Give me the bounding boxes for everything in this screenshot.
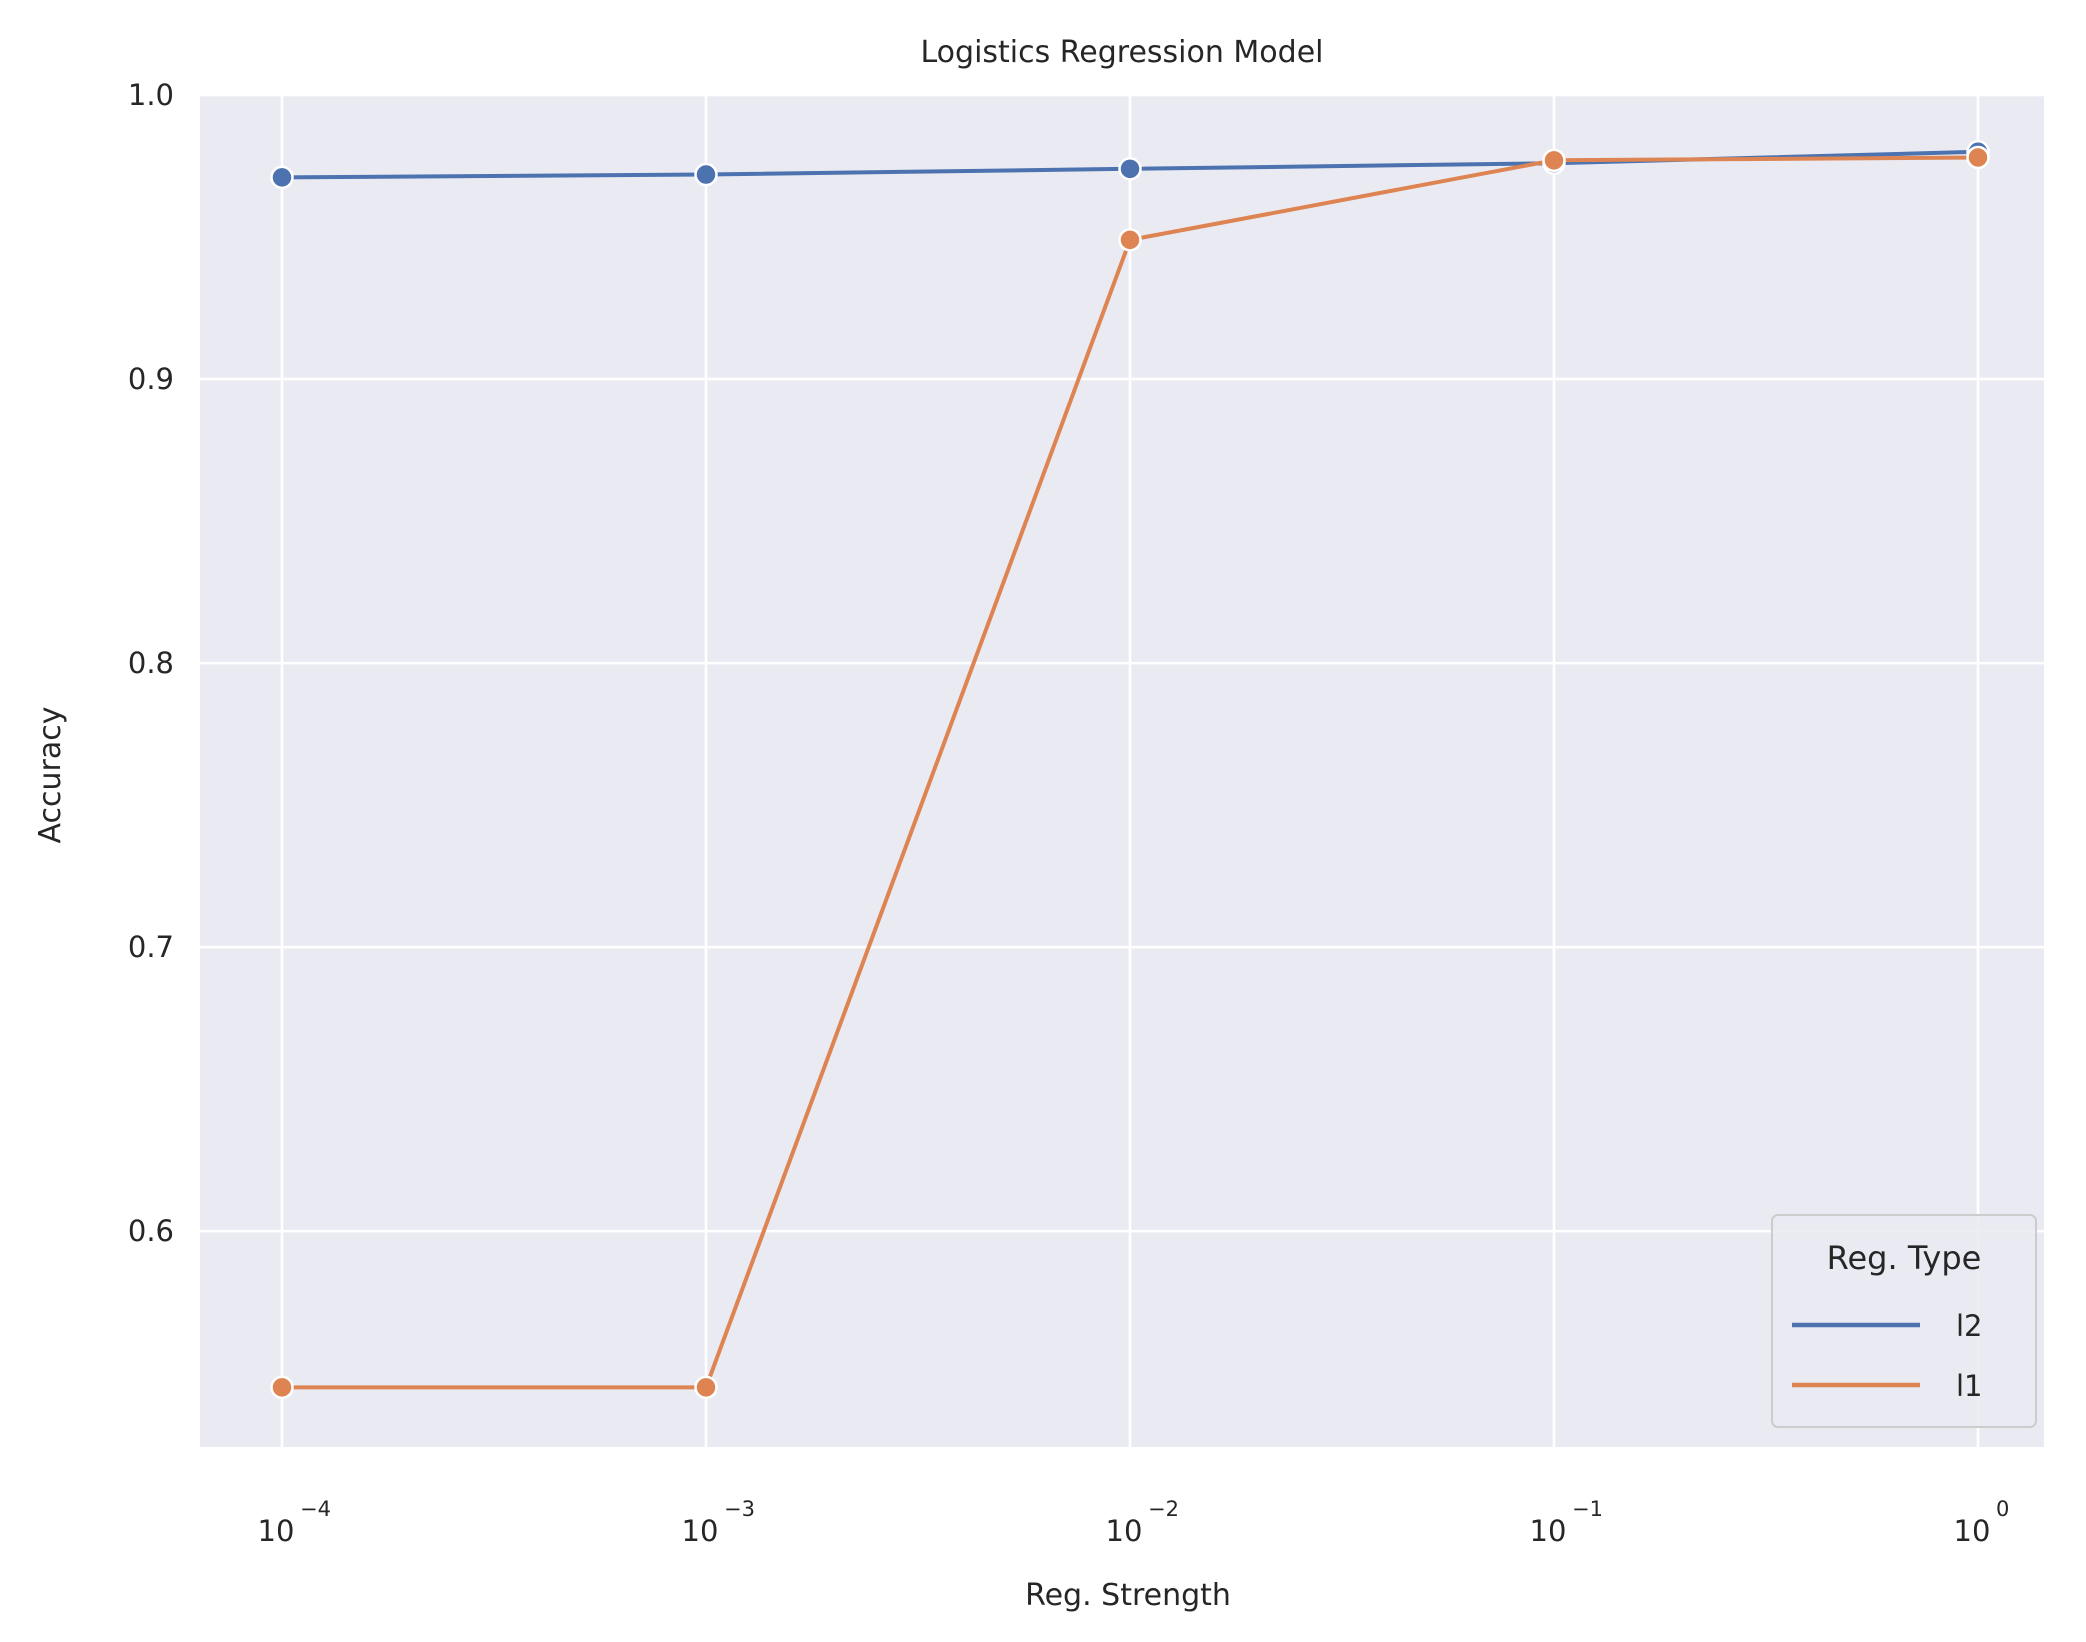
- x-tick-label: 10−3: [682, 1497, 755, 1548]
- x-tick-base: 10: [1954, 1514, 1991, 1548]
- x-tick-label: 10−2: [1106, 1497, 1179, 1548]
- legend-box: [1771, 1214, 2037, 1428]
- point-l2: [1118, 157, 1142, 181]
- point-l2: [270, 165, 294, 190]
- legend: Reg. Type l2 l1: [1771, 1214, 2037, 1428]
- x-tick-label: 100: [1954, 1497, 2010, 1548]
- legend-entry-l2: l2: [1792, 1309, 1983, 1343]
- y-tick-label: 0.6: [128, 1214, 174, 1248]
- point-l1: [694, 1375, 718, 1400]
- legend-title: Reg. Type: [1827, 1239, 1982, 1277]
- point-l2: [694, 162, 718, 187]
- x-tick-exponent: −4: [300, 1497, 331, 1521]
- legend-label: l2: [1956, 1309, 1983, 1343]
- x-tick-exponent: −3: [724, 1497, 755, 1521]
- y-tick-label: 1.0: [128, 78, 174, 112]
- x-tick-exponent: −2: [1148, 1497, 1179, 1521]
- legend-label: l1: [1956, 1369, 1983, 1403]
- y-tick-label: 0.8: [128, 646, 174, 680]
- x-tick-exponent: −1: [1572, 1497, 1603, 1521]
- legend-entry-l1: l1: [1792, 1369, 1983, 1403]
- point-l1: [1118, 228, 1142, 252]
- y-tick-labels: 0.6 0.7 0.8 0.9 1.0: [128, 78, 174, 1248]
- y-tick-label: 0.7: [128, 930, 174, 964]
- x-tick-base: 10: [1106, 1514, 1143, 1548]
- point-l1: [270, 1375, 294, 1400]
- x-axis-label: Reg. Strength: [1025, 1578, 1231, 1613]
- plot-area: [200, 95, 2044, 1447]
- x-tick-base: 10: [1530, 1514, 1567, 1548]
- y-axis-label: Accuracy: [33, 707, 68, 844]
- point-l1: [1542, 148, 1566, 173]
- x-tick-label: 10−1: [1530, 1497, 1603, 1548]
- x-tick-base: 10: [682, 1514, 719, 1548]
- point-l1: [1966, 145, 1990, 170]
- chart-title: Logistics Regression Model: [920, 35, 1323, 70]
- x-tick-base: 10: [258, 1514, 295, 1548]
- x-tick-exponent: 0: [1996, 1497, 2009, 1521]
- series-points: [270, 140, 1990, 1400]
- grid-lines: [200, 93, 2044, 1447]
- y-tick-label: 0.9: [128, 362, 174, 396]
- x-tick-label: 10−4: [258, 1497, 331, 1548]
